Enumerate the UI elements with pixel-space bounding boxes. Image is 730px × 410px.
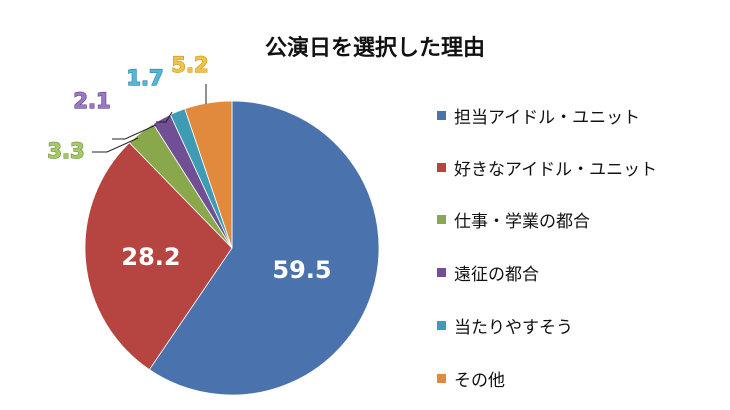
legend-item-shigoto: 仕事・学業の都合 [437, 204, 590, 234]
legend-label: 遠征の都合 [454, 264, 539, 285]
legend-label: 担当アイドル・ユニット [454, 107, 641, 128]
data-label-28-2: 28.2 [121, 243, 180, 271]
legend-label: その他 [454, 370, 505, 391]
legend-item-tanto: 担当アイドル・ユニット [437, 100, 640, 130]
slice-tanto [148, 100, 380, 396]
legend-label: 好きなアイドル・ユニット [454, 159, 658, 180]
legend-swatch [437, 373, 446, 383]
leader-line [156, 111, 173, 123]
legend-swatch [437, 214, 446, 224]
legend-swatch [437, 267, 446, 277]
legend-item-suki: 好きなアイドル・ユニット [437, 152, 657, 182]
slice-sonota [184, 100, 233, 249]
data-label-5-2: 5.2 [171, 53, 208, 77]
legend-swatch [437, 110, 446, 120]
legend-label: 当たりやすそう [454, 317, 573, 338]
data-label-2-1: 2.1 [73, 89, 110, 113]
leader-line [112, 124, 157, 140]
legend-item-atari: 当たりやすそう [437, 310, 573, 340]
slice-suki [84, 142, 233, 371]
legend-swatch [437, 162, 446, 172]
chart-title-text: 公演日を選択した理由 [264, 36, 485, 61]
data-label-59-5: 59.5 [272, 256, 331, 284]
legend-item-sonota: その他 [437, 363, 505, 393]
legend-label: 仕事・学業の都合 [454, 211, 590, 232]
leader-line [92, 137, 139, 153]
legend-swatch [437, 320, 446, 330]
data-label-3-3: 3.3 [47, 139, 84, 163]
legend-item-ensei: 遠征の都合 [437, 257, 539, 287]
chart-title: 公演日を選択した理由 [0, 30, 730, 62]
data-label-1-7: 1.7 [126, 66, 163, 90]
